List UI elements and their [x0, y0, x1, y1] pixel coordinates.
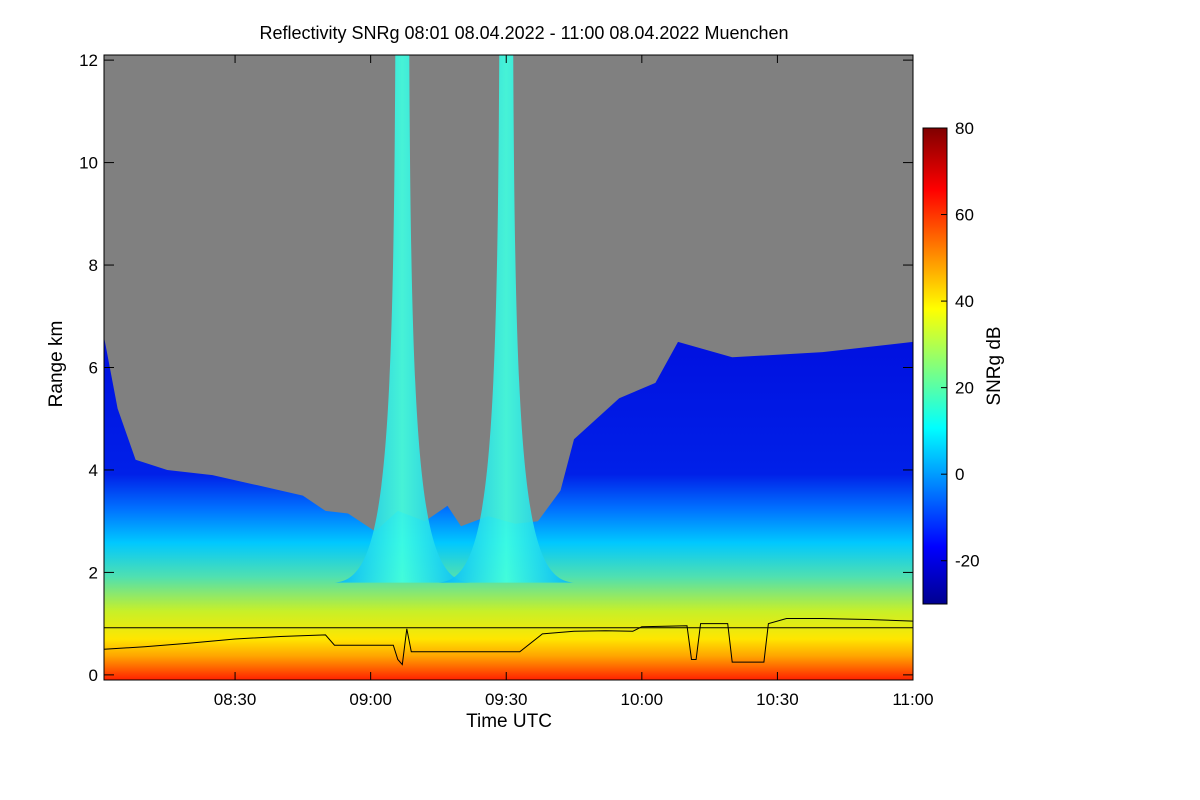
x-tick-label: 10:00 [621, 690, 664, 709]
colorbar-tick-label: -20 [955, 552, 980, 571]
plume-2 [436, 55, 577, 583]
line-series-layer [104, 618, 913, 666]
y-tick-label: 0 [89, 666, 98, 685]
colorbar [922, 127, 948, 605]
y-tick-label: 2 [89, 563, 98, 582]
colorbar-axis: -20 0 20 40 60 80 [941, 119, 980, 571]
colorbar-label: SNRg dB [984, 326, 1005, 405]
series-line-1 [104, 618, 913, 666]
y-tick-label: 12 [79, 51, 98, 70]
x-tick-label: 11:00 [892, 690, 933, 709]
x-tick-label: 09:30 [485, 690, 528, 709]
y-tick-label: 6 [89, 359, 98, 378]
x-tick-label: 09:00 [349, 690, 392, 709]
colorbar-tick-label: 60 [955, 206, 974, 225]
colorbar-tick-label: 20 [955, 379, 974, 398]
x-axis: 08:30 09:00 09:30 10:00 10:30 11:00 [214, 55, 934, 709]
plume-layer [332, 55, 577, 583]
colorbar-tick-label: 0 [955, 465, 964, 484]
colorbar-tick-label: 40 [955, 292, 974, 311]
y-tick-label: 10 [79, 154, 98, 173]
y-axis: 0 2 4 6 8 10 12 [79, 51, 913, 685]
plot-area [104, 55, 913, 680]
chart-title: Reflectivity SNRg 08:01 08.04.2022 - 11:… [259, 23, 788, 43]
plume-1 [332, 55, 473, 583]
y-tick-label: 8 [89, 256, 98, 275]
x-tick-label: 08:30 [214, 690, 257, 709]
y-axis-label: Range km [46, 321, 67, 408]
x-tick-label: 10:30 [756, 690, 799, 709]
cloud-signal-area [104, 336, 913, 680]
y-tick-label: 4 [89, 461, 98, 480]
x-axis-label: Time UTC [466, 711, 552, 732]
colorbar-tick-label: 80 [955, 119, 974, 138]
